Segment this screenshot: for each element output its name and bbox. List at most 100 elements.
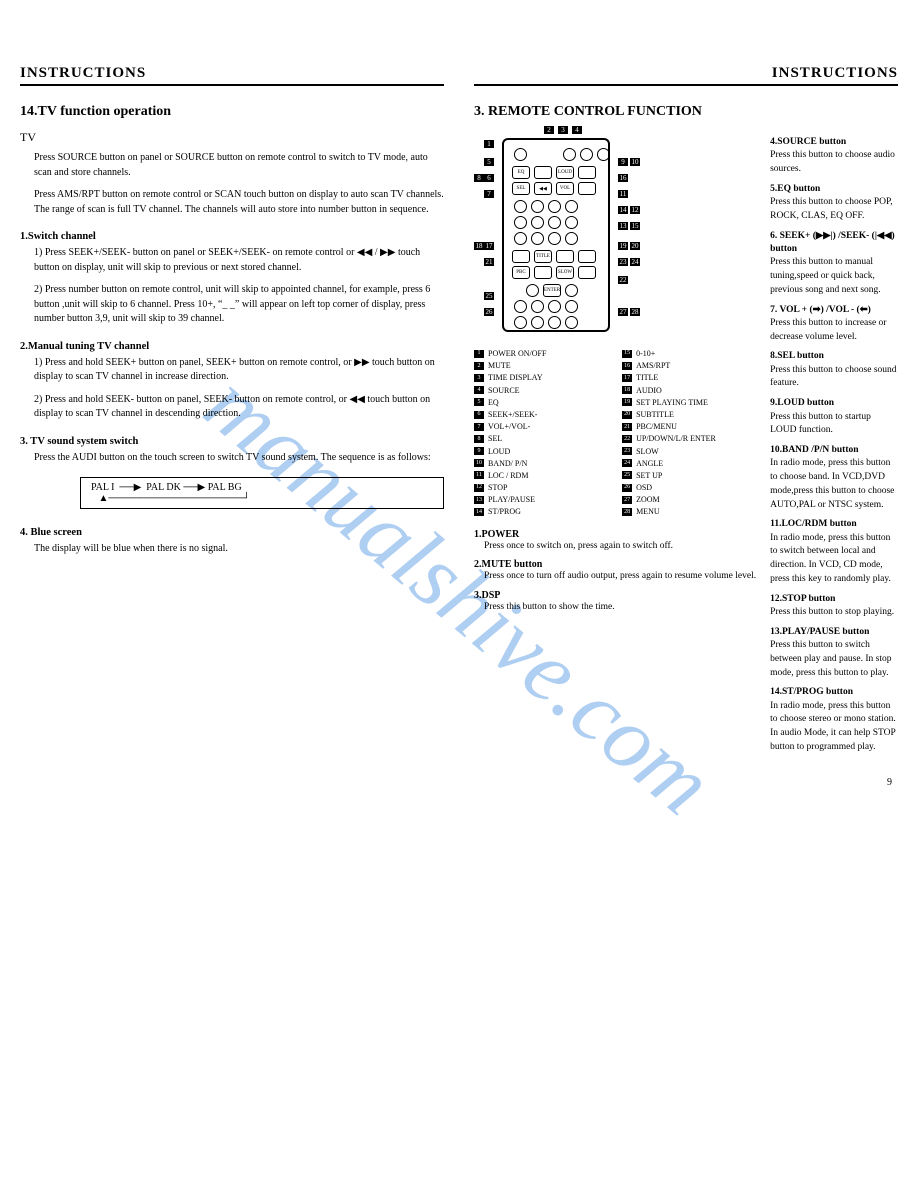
legend-item: 4SOURCE bbox=[474, 385, 608, 396]
legend-item: 21PBC/MENU bbox=[622, 421, 756, 432]
legend-text: 0-10+ bbox=[636, 348, 655, 359]
left-header: INSTRUCTIONS bbox=[20, 65, 444, 86]
remote-diagram-wrap: EQLOUD SEL◀◀VOL TITLE PBCSLOW ENTER 1 5 bbox=[474, 130, 756, 757]
callout: 22 bbox=[618, 276, 628, 284]
legend-text: OSD bbox=[636, 482, 652, 493]
remote-body: EQLOUD SEL◀◀VOL TITLE PBCSLOW ENTER bbox=[502, 138, 610, 332]
desc-text: Press this button to choose sound featur… bbox=[770, 364, 898, 392]
switch-p2: 2) Press number button on remote control… bbox=[34, 283, 444, 327]
blue-p: The display will be blue when there is n… bbox=[34, 542, 444, 557]
callout: 16 bbox=[618, 174, 628, 182]
desc-title: 11.LOC/RDM button bbox=[770, 518, 898, 531]
legend-number: 12 bbox=[474, 484, 484, 492]
desc-text: Press this button to switch between play… bbox=[770, 639, 898, 680]
legend-item: 3TIME DISPLAY bbox=[474, 372, 608, 383]
intro-p2: Press AMS/RPT button on remote control o… bbox=[34, 188, 444, 217]
manual-p1: 1) Press and hold SEEK+ button on panel,… bbox=[34, 356, 444, 385]
sound-p: Press the AUDI button on the touch scree… bbox=[34, 451, 444, 466]
legend-item: 13PLAY/PAUSE bbox=[474, 494, 608, 505]
desc-title: 2.MUTE button bbox=[474, 559, 756, 570]
legend-text: BAND/ P/N bbox=[488, 458, 527, 469]
legend-text: TIME DISPLAY bbox=[488, 372, 543, 383]
desc-title: 10.BAND /P/N button bbox=[770, 444, 898, 457]
callout: 20 bbox=[630, 242, 640, 250]
legend-item: 25SET UP bbox=[622, 470, 756, 481]
legend-number: 8 bbox=[474, 435, 484, 443]
legend-number: 11 bbox=[474, 471, 484, 479]
legend-text: SLOW bbox=[636, 446, 659, 457]
legend-item: 16AMS/RPT bbox=[622, 360, 756, 371]
legend-number: 1 bbox=[474, 350, 484, 358]
desc-title: 8.SEL button bbox=[770, 350, 898, 363]
legend-item: 1 POWER ON/OFF bbox=[474, 348, 608, 359]
legend-number: 17 bbox=[622, 374, 632, 382]
legend-number: 4 bbox=[474, 386, 484, 394]
tv-label: TV bbox=[20, 130, 444, 145]
legend-item: 22UP/DOWN/L/R ENTER bbox=[622, 433, 756, 444]
page-spread: INSTRUCTIONS 14.TV function operation TV… bbox=[0, 0, 918, 808]
legend-number: 6 bbox=[474, 411, 484, 419]
left-intro-block: Press SOURCE button on panel or SOURCE b… bbox=[20, 151, 444, 225]
callout: 28 bbox=[630, 308, 640, 316]
legend-text: VOL+/VOL- bbox=[488, 421, 530, 432]
blue-screen-heading: 4. Blue screen bbox=[20, 527, 444, 538]
legend-text: POWER ON/OFF bbox=[488, 348, 546, 359]
desc-right-block: 4.SOURCE buttonPress this button to choo… bbox=[766, 130, 898, 757]
callout: 10 bbox=[630, 158, 640, 166]
switch-channel-heading: 1.Switch channel bbox=[20, 231, 444, 242]
legend-number: 5 bbox=[474, 398, 484, 406]
legend-col-right: 150-10+16AMS/RPT17TITLE18AUDIO19SET PLAY… bbox=[622, 348, 756, 519]
right-page: INSTRUCTIONS 3. REMOTE CONTROL FUNCTION … bbox=[474, 20, 898, 788]
callout: 19 bbox=[618, 242, 628, 250]
desc-title: 12.STOP button bbox=[770, 593, 898, 606]
sound-system-heading: 3. TV sound system switch bbox=[20, 436, 444, 447]
legend-text: MENU bbox=[636, 506, 660, 517]
legend-item: 19SET PLAYING TIME bbox=[622, 397, 756, 408]
legend-number: 24 bbox=[622, 459, 632, 467]
callout: 24 bbox=[630, 258, 640, 266]
desc-text: Press this button to increase or decreas… bbox=[770, 317, 898, 345]
legend-item: 20SUBTITLE bbox=[622, 409, 756, 420]
legend-number: 27 bbox=[622, 496, 632, 504]
desc-text: Press this button to show the time. bbox=[474, 601, 756, 615]
callout: 5 bbox=[484, 158, 494, 166]
callout: 4 bbox=[572, 126, 582, 134]
legend-text: LOC / RDM bbox=[488, 470, 528, 481]
manual-tuning-block: 1) Press and hold SEEK+ button on panel,… bbox=[20, 356, 444, 430]
legend-number: 20 bbox=[622, 411, 632, 419]
legend-text: EQ bbox=[488, 397, 499, 408]
manual-p2: 2) Press and hold SEEK- button on panel,… bbox=[34, 393, 444, 422]
legend-text: SEL bbox=[488, 433, 502, 444]
callout: 15 bbox=[630, 222, 640, 230]
legend-text: MUTE bbox=[488, 360, 511, 371]
legend-text: PBC/MENU bbox=[636, 421, 677, 432]
legend-item: 17 TITLE bbox=[622, 372, 756, 383]
intro-p1: Press SOURCE button on panel or SOURCE b… bbox=[34, 151, 444, 180]
legend-item: 12 STOP bbox=[474, 482, 608, 493]
legend-number: 7 bbox=[474, 423, 484, 431]
desc-title: 1.POWER bbox=[474, 529, 756, 540]
desc-text: In radio mode, press this button to choo… bbox=[770, 700, 898, 755]
callout: 25 bbox=[484, 292, 494, 300]
legend-number: 28 bbox=[622, 508, 632, 516]
legend-number: 15 bbox=[622, 350, 632, 358]
legend-item: 6SEEK+/SEEK- bbox=[474, 409, 608, 420]
legend-text: TITLE bbox=[636, 372, 658, 383]
right-header: INSTRUCTIONS bbox=[474, 65, 898, 86]
callout: 12 bbox=[630, 206, 640, 214]
desc-title: 6. SEEK+ (▶▶|) /SEEK- (|◀◀) button bbox=[770, 230, 898, 257]
legend-item: 5 EQ bbox=[474, 397, 608, 408]
legend-text: STOP bbox=[488, 482, 507, 493]
callout: 21 bbox=[484, 258, 494, 266]
legend-item: 28 MENU bbox=[622, 506, 756, 517]
legend-number: 16 bbox=[622, 362, 632, 370]
legend-text: UP/DOWN/L/R ENTER bbox=[636, 433, 716, 444]
legend-number: 23 bbox=[622, 447, 632, 455]
callout: 9 bbox=[618, 158, 628, 166]
legend-number: 25 bbox=[622, 471, 632, 479]
legend-number: 14 bbox=[474, 508, 484, 516]
callout: 23 bbox=[618, 258, 628, 266]
legend-item: 11 LOC / RDM bbox=[474, 470, 608, 481]
legend-text: ZOOM bbox=[636, 494, 660, 505]
right-section-title: 3. REMOTE CONTROL FUNCTION bbox=[474, 104, 898, 120]
